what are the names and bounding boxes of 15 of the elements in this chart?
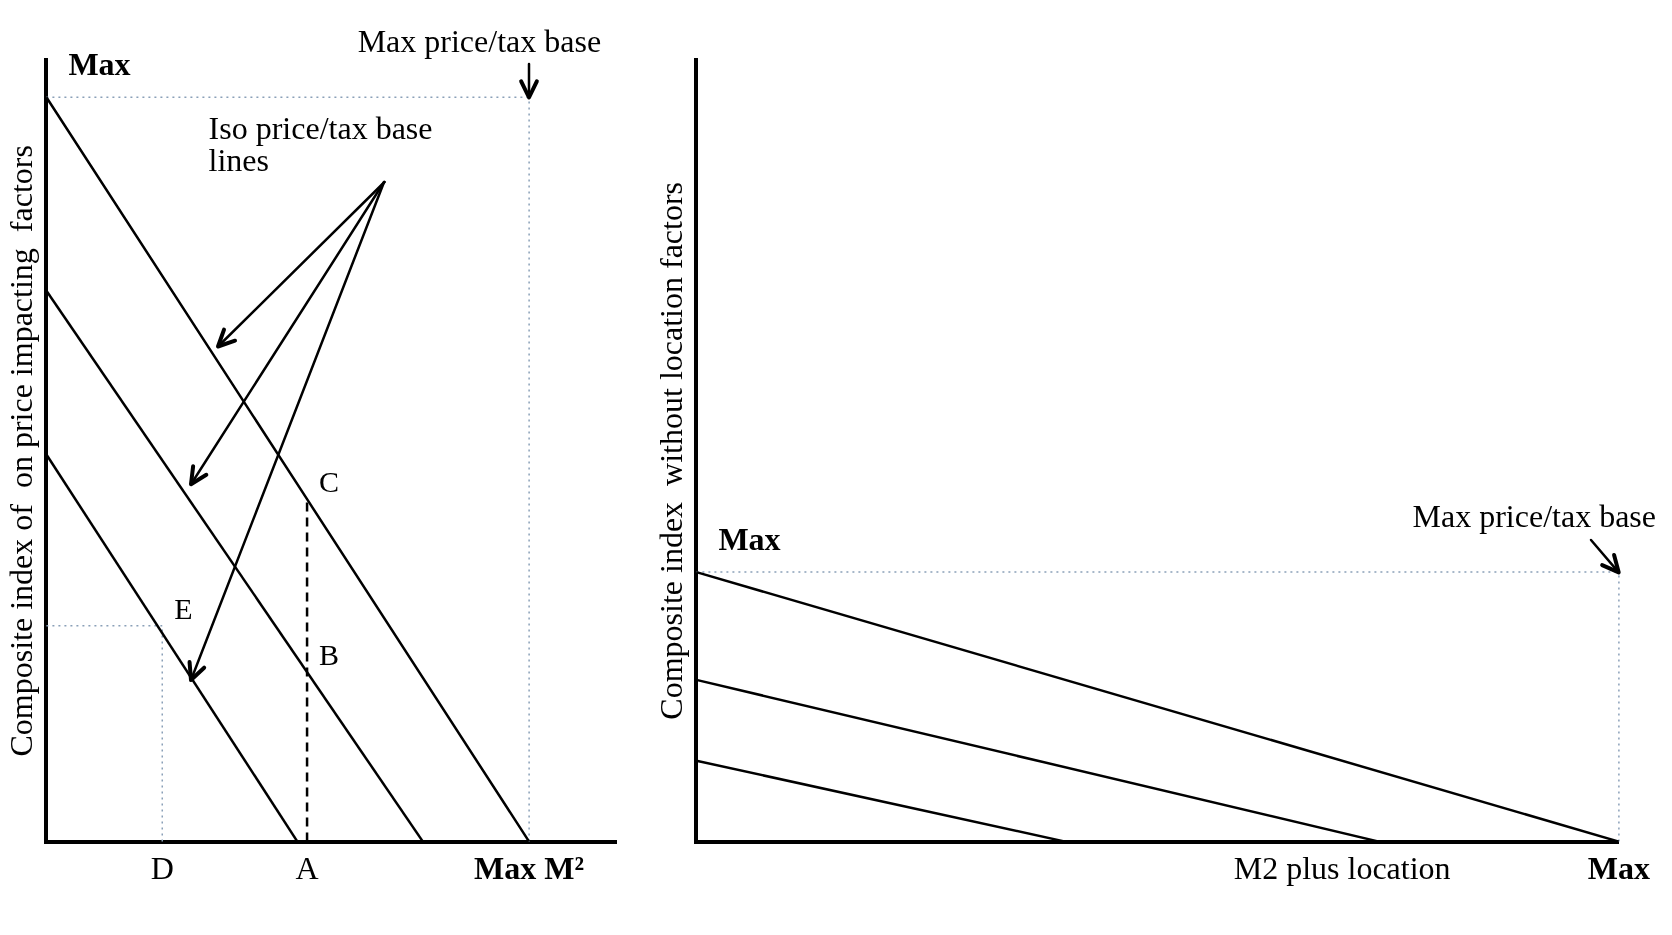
annotation: E — [174, 591, 193, 625]
annotation: C — [319, 465, 340, 499]
x-tick-label: Max — [1587, 850, 1650, 887]
x-tick-label: D — [150, 850, 174, 887]
annotation: B — [319, 637, 340, 671]
annotation: Max price/tax base — [1412, 498, 1656, 535]
annotation: Max — [718, 521, 781, 558]
x-tick-label: M2 plus location — [1233, 850, 1451, 887]
annotation: Max — [68, 46, 131, 83]
annotation: Iso price/tax base lines — [208, 110, 434, 179]
x-tick-label: A — [295, 850, 319, 887]
x-tick-label: Max M² — [474, 850, 585, 887]
annotation: Max price/tax base — [357, 23, 602, 60]
y-axis-title: Composite index of on price impacting factors — [2, 145, 39, 757]
y-axis-title: Composite index without location factors — [652, 181, 689, 720]
